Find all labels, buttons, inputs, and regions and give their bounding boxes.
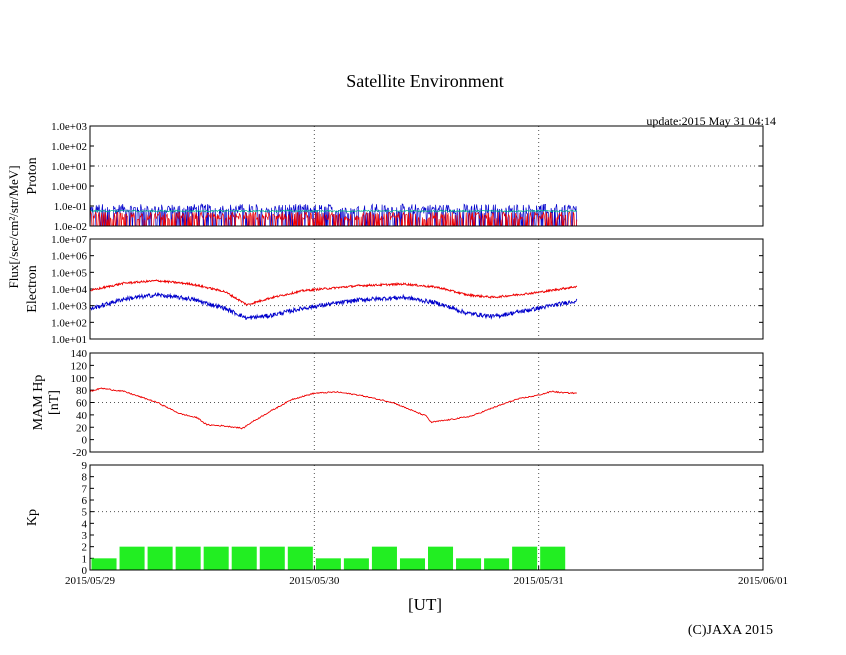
ytick-label-kp-8: 8 [82,472,88,484]
kp-bar-11 [399,558,425,570]
panels-group: 1.0e-021.0e-011.0e+001.0e+011.0e+021.0e+… [25,121,764,577]
frame-mam-hp [89,352,764,453]
ytick-label-proton-1: 1.0e-01 [54,201,87,213]
ytick-label-kp-9: 9 [82,460,88,472]
ytick-label-electron-5: 1.0e+06 [51,251,87,263]
chart-title: Satellite Environment [346,71,503,91]
panel-electron: 1.0e+01 1.0e+02 1.0e+03 1.0e+04 1.0e+05 1.0e+… [25,234,764,346]
ytick-label-electron-4: 1.0e+05 [51,267,87,279]
ytick-label-electron-6: 1.0e+07 [51,234,87,246]
x-axis: 2015/05/29 2015/05/30 2015/05/31 2015/06/01 [65,566,788,587]
ytick-label-proton-2: 1.0e+00 [51,181,87,193]
frame-kp [89,464,764,571]
ytick-label-kp-1: 1 [82,553,88,565]
ytick-label-mam-hp-4: 60 [76,398,88,410]
ytick-label-electron-2: 1.0e+03 [51,301,87,313]
ytick-label-mam-hp-0: -20 [72,447,87,459]
data-mam-hp [90,387,577,430]
kp-bar-6 [259,546,285,570]
ytick-label-kp-6: 6 [82,495,88,507]
kp-bar-3 [175,546,201,570]
xtick-label-1: 2015/05/30 [289,575,340,587]
xtick-label-0: 2015/05/29 [65,575,116,587]
ylabel-mam-hp-0: MAM Hp [31,375,46,431]
frame-proton [89,125,764,227]
kp-bar-15 [512,546,538,570]
kp-bar-2 [147,546,173,570]
ytick-label-electron-3: 1.0e+04 [51,284,87,296]
series-proton-green [90,209,578,213]
ytick-label-proton-5: 1.0e+03 [51,121,87,133]
series-proton-red [90,210,578,226]
ylabel-mam-hp-1: [nT] [47,390,62,415]
frame-electron [89,238,764,340]
data-proton [90,203,578,226]
data-kp [91,546,566,570]
data-electron [90,279,578,320]
ytick-label-kp-2: 2 [82,542,88,554]
kp-bar-14 [484,558,510,570]
update-timestamp: update:2015 May 31 04:14 [646,114,776,128]
series-electron-blue [90,292,578,320]
ylabel-kp: Kp [25,509,40,526]
kp-bar-1 [119,546,145,570]
ylabel-proton: Proton [25,157,40,194]
copyright: (C)JAXA 2015 [688,623,773,638]
ytick-label-kp-3: 3 [82,530,88,542]
ytick-label-mam-hp-1: 0 [82,435,88,447]
ytick-label-mam-hp-5: 80 [76,385,88,397]
kp-bar-16 [540,546,566,570]
ytick-label-mam-hp-7: 120 [71,360,88,372]
kp-bar-8 [315,558,341,570]
ytick-label-kp-4: 4 [82,518,88,530]
ytick-label-mam-hp-2: 20 [76,422,88,434]
kp-bar-12 [428,546,454,570]
xtick-label-3: 2015/06/01 [738,575,788,587]
ytick-label-mam-hp-3: 40 [76,410,88,422]
ytick-label-mam-hp-8: 140 [71,348,88,360]
kp-bar-4 [203,546,229,570]
x-axis-label: [UT] [408,595,442,614]
kp-bar-0 [91,558,117,570]
panel-proton: 1.0e-02 1.0e-01 1.0e+00 1.0e+01 1.0e+02 1.0e+… [25,121,764,233]
series-mam-hp-red [90,387,577,430]
kp-bar-7 [287,546,313,570]
ytick-label-kp-0: 0 [82,565,88,577]
kp-bar-13 [456,558,482,570]
ytick-label-electron-1: 1.0e+02 [51,317,87,329]
ytick-label-proton-3: 1.0e+01 [51,161,87,173]
ytick-label-kp-7: 7 [82,483,88,495]
ytick-label-electron-0: 1.0e+01 [51,334,87,346]
ytick-label-mam-hp-6: 100 [71,373,88,385]
kp-bar-9 [343,558,369,570]
shared-flux-ylabel: Flux[/sec/cm²/str/MeV] [6,165,21,288]
ytick-label-kp-5: 5 [82,507,88,519]
ylabel-electron: Electron [25,265,40,312]
ytick-label-proton-4: 1.0e+02 [51,141,87,153]
kp-bar-10 [371,546,397,570]
ytick-label-proton-0: 1.0e-02 [54,221,87,233]
series-electron-red [90,279,578,306]
xtick-label-2: 2015/05/31 [514,575,564,587]
kp-bar-5 [231,546,257,570]
